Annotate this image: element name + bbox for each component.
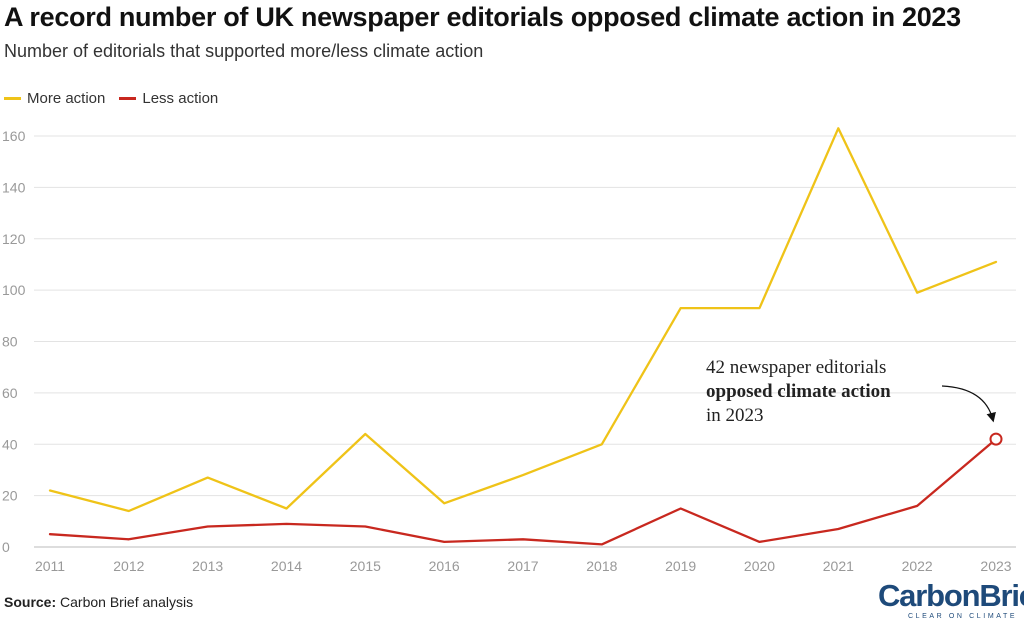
annotation: 42 newspaper editorials opposed climate … bbox=[706, 356, 891, 428]
x-tick-label: 2015 bbox=[350, 558, 381, 574]
legend-label-more-action: More action bbox=[27, 90, 106, 107]
x-tick-label: 2016 bbox=[429, 558, 460, 574]
x-tick-label: 2017 bbox=[507, 558, 538, 574]
annotation-line-2: opposed climate action bbox=[706, 381, 891, 402]
y-tick-label: 40 bbox=[2, 436, 18, 452]
chart-title: A record number of UK newspaper editoria… bbox=[4, 2, 961, 32]
y-tick-label: 160 bbox=[2, 128, 26, 144]
x-tick-label: 2011 bbox=[35, 558, 65, 574]
x-tick-label: 2020 bbox=[744, 558, 775, 574]
legend-label-less-action: Less action bbox=[142, 90, 219, 107]
series-line-less-action bbox=[48, 437, 998, 546]
x-tick-label: 2023 bbox=[980, 558, 1011, 574]
legend-item-less-action: Less action bbox=[119, 90, 218, 107]
source-text: Carbon Brief analysis bbox=[60, 594, 194, 610]
axis-labels: 0 20 40 60 80 100 120 140 160 2011 2012 2013 2014 201… bbox=[2, 128, 1012, 574]
source-note: Source: Carbon Brief analysis bbox=[4, 594, 193, 610]
x-tick-label: 2019 bbox=[665, 558, 696, 574]
series-line-more-action bbox=[48, 127, 998, 513]
chart-subtitle: Number of editorials that supported more… bbox=[4, 41, 484, 61]
legend: More action Less action bbox=[4, 90, 232, 107]
legend-swatch-less-action bbox=[119, 97, 137, 100]
x-tick-label: 2013 bbox=[192, 558, 223, 574]
y-tick-label: 20 bbox=[2, 488, 18, 504]
y-tick-label: 0 bbox=[2, 539, 10, 555]
y-tick-label: 100 bbox=[2, 282, 26, 298]
x-tick-label: 2018 bbox=[586, 558, 617, 574]
highlight-point-2023 bbox=[989, 432, 1003, 446]
logo-tagline: CLEAR ON CLIMATE bbox=[908, 613, 1018, 620]
y-tick-label: 60 bbox=[2, 385, 18, 401]
y-tick-label: 140 bbox=[2, 179, 26, 195]
gridlines bbox=[34, 135, 1016, 548]
series-lines bbox=[48, 127, 998, 546]
source-label: Source: bbox=[4, 594, 57, 610]
y-tick-label: 80 bbox=[2, 334, 18, 350]
highlight-marker bbox=[989, 432, 1003, 446]
annotation-arrow bbox=[941, 385, 996, 423]
x-tick-label: 2021 bbox=[823, 558, 854, 574]
annotation-line-1: 42 newspaper editorials bbox=[706, 357, 887, 378]
x-tick-label: 2014 bbox=[271, 558, 302, 574]
x-tick-label: 2012 bbox=[113, 558, 144, 574]
annotation-line-3: in 2023 bbox=[706, 405, 764, 426]
legend-swatch-more-action bbox=[4, 97, 21, 100]
legend-item-more-action: More action bbox=[4, 90, 105, 107]
y-tick-label: 120 bbox=[2, 231, 26, 247]
x-tick-label: 2022 bbox=[902, 558, 933, 574]
